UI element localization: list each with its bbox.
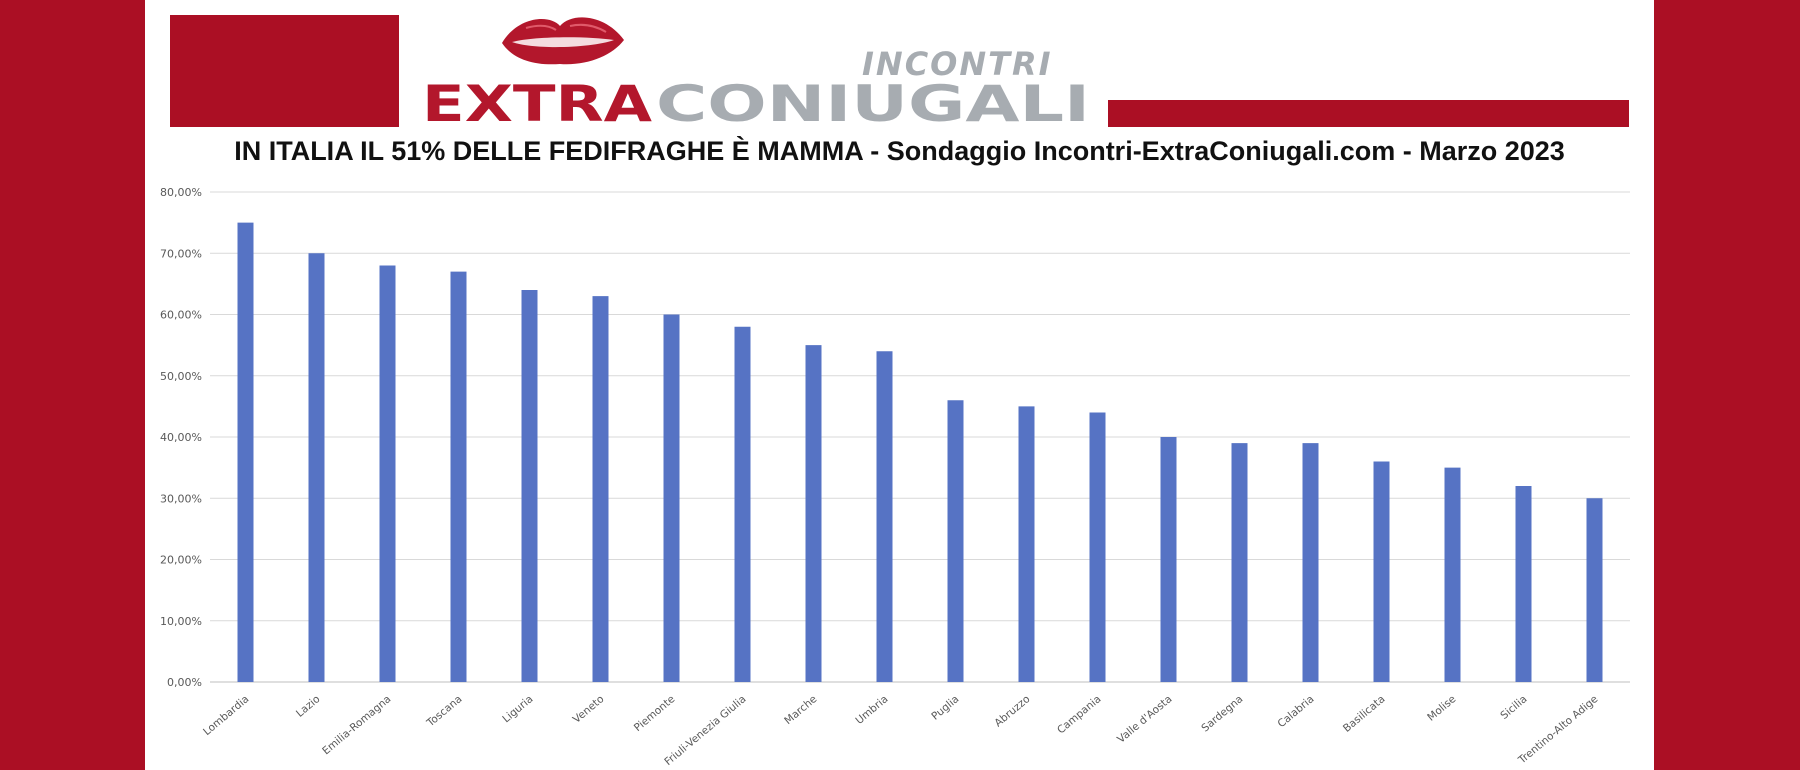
x-tick-label: Umbria xyxy=(853,693,890,727)
bar xyxy=(1302,443,1319,682)
y-tick-label: 50,00% xyxy=(160,370,202,383)
lips-icon xyxy=(502,17,624,65)
gridlines xyxy=(210,191,1630,683)
bar xyxy=(379,265,396,682)
bar-chart: 0,00% 10,00% 20,00% 30,00% 40,00% 50,00% 60,00… xyxy=(160,186,1630,768)
bar xyxy=(450,271,467,682)
chart-title: IN ITALIA IL 51% DELLE FEDIFRAGHE È MAMM… xyxy=(234,136,1565,166)
content-panel xyxy=(145,0,1654,770)
x-tick-label: Piemonte xyxy=(632,693,678,734)
bar xyxy=(734,326,751,682)
x-tick-label: Veneto xyxy=(571,693,607,726)
y-tick-label: 0,00% xyxy=(167,676,202,689)
brand-extra-text: EXTRA xyxy=(422,75,652,132)
y-tick-label: 60,00% xyxy=(160,309,202,322)
bar xyxy=(1231,443,1248,682)
x-tick-label: Toscana xyxy=(424,693,465,730)
bar xyxy=(876,351,893,682)
x-tick-label: Lombardia xyxy=(201,693,251,738)
bar xyxy=(663,314,680,682)
brand-incontri-text: INCONTRI xyxy=(862,45,1053,83)
bar xyxy=(237,222,254,682)
x-tick-label: Lazio xyxy=(294,693,323,720)
bar xyxy=(947,400,964,682)
x-tick-label: Valle d'Aosta xyxy=(1115,693,1174,746)
y-tick-label: 40,00% xyxy=(160,431,202,444)
x-tick-label: Marche xyxy=(782,693,819,727)
bar xyxy=(1160,437,1177,682)
x-tick-label: Basilicata xyxy=(1341,693,1387,735)
bar xyxy=(521,290,538,682)
bar xyxy=(1586,498,1603,682)
x-tick-label: Puglia xyxy=(929,693,961,723)
y-tick-label: 80,00% xyxy=(160,186,202,199)
bar xyxy=(1515,486,1532,682)
bar xyxy=(1444,467,1461,682)
x-tick-label: Sicilia xyxy=(1498,693,1529,722)
banner-block-left xyxy=(170,15,399,127)
x-tick-label: Trentino-Alto Adige xyxy=(1516,693,1601,767)
x-tick-label: Liguria xyxy=(500,693,535,725)
x-tick-label: Sardegna xyxy=(1199,693,1245,734)
bar xyxy=(1018,406,1035,682)
x-tick-label: Calabria xyxy=(1275,693,1316,730)
bar xyxy=(805,345,822,682)
brand-logo: INCONTRI EXTRA CONIUGALI xyxy=(422,17,1090,132)
y-tick-label: 10,00% xyxy=(160,615,202,628)
bar xyxy=(592,296,609,682)
y-tick-label: 20,00% xyxy=(160,554,202,567)
bars xyxy=(237,222,1603,682)
x-tick-label: Friuli-Venezia Giulia xyxy=(662,693,748,768)
bar xyxy=(1089,412,1106,682)
y-tick-label: 30,00% xyxy=(160,492,202,505)
x-tick-label: Emilia-Romagna xyxy=(320,693,393,757)
banner-stripe-right xyxy=(1108,100,1629,127)
bar xyxy=(1373,461,1390,682)
bar xyxy=(308,253,325,682)
x-tick-label: Abruzzo xyxy=(992,693,1032,729)
x-tick-label: Molise xyxy=(1425,693,1458,724)
brand-coniugali-text: CONIUGALI xyxy=(656,75,1090,132)
x-tick-label: Campania xyxy=(1055,693,1103,736)
y-axis-ticks: 0,00% 10,00% 20,00% 30,00% 40,00% 50,00% 60,00… xyxy=(160,186,202,689)
y-tick-label: 70,00% xyxy=(160,247,202,260)
